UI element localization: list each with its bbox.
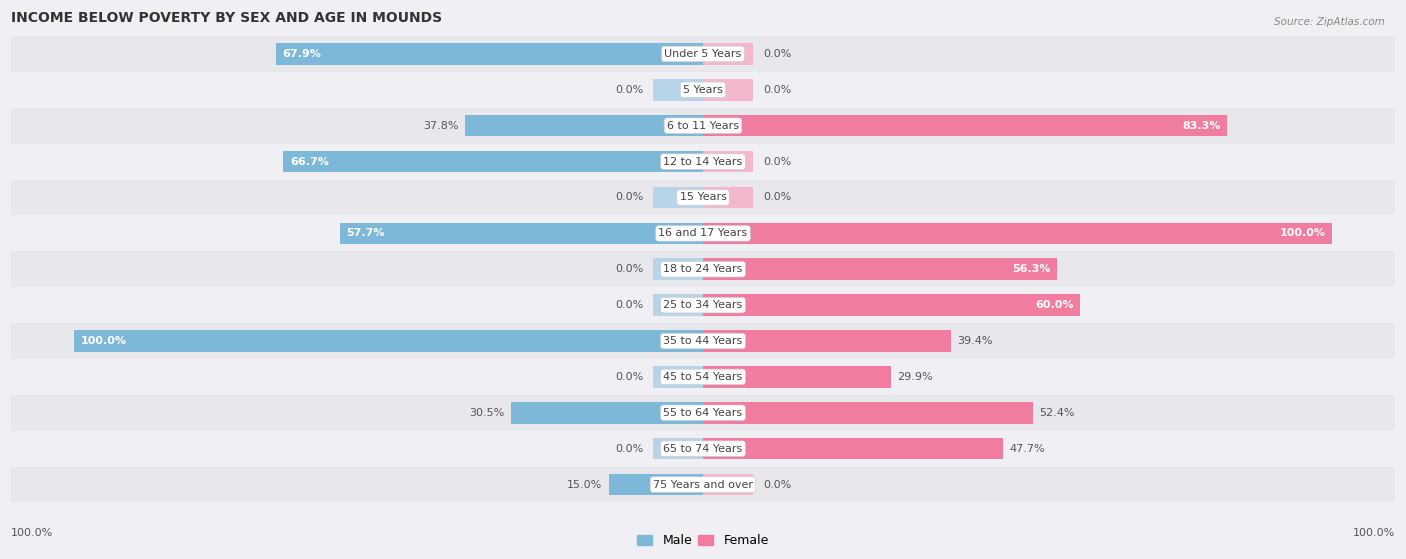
Text: 15 Years: 15 Years xyxy=(679,192,727,202)
Text: Source: ZipAtlas.com: Source: ZipAtlas.com xyxy=(1274,17,1385,27)
Bar xyxy=(11,215,1395,252)
Text: 52.4%: 52.4% xyxy=(1039,408,1074,418)
Text: 0.0%: 0.0% xyxy=(762,49,792,59)
Bar xyxy=(512,402,703,424)
Bar xyxy=(276,43,703,65)
Bar xyxy=(703,402,1032,424)
Text: 25 to 34 Years: 25 to 34 Years xyxy=(664,300,742,310)
Bar xyxy=(703,295,754,316)
Text: 0.0%: 0.0% xyxy=(614,85,644,95)
Bar xyxy=(703,402,754,424)
Bar xyxy=(703,474,754,495)
Bar xyxy=(652,115,703,136)
Bar xyxy=(703,222,754,244)
Text: 0.0%: 0.0% xyxy=(762,157,792,167)
Text: 0.0%: 0.0% xyxy=(614,192,644,202)
Bar xyxy=(703,115,1227,136)
Text: 100.0%: 100.0% xyxy=(80,336,127,346)
Bar xyxy=(652,366,703,387)
Text: 67.9%: 67.9% xyxy=(283,49,321,59)
Text: 56.3%: 56.3% xyxy=(1012,264,1050,274)
Bar xyxy=(703,366,891,387)
Text: 66.7%: 66.7% xyxy=(290,157,329,167)
Text: 100.0%: 100.0% xyxy=(1353,528,1395,538)
Text: 37.8%: 37.8% xyxy=(423,121,458,131)
Bar xyxy=(703,258,754,280)
Bar xyxy=(609,474,703,495)
Bar xyxy=(703,438,1002,459)
Bar xyxy=(465,115,703,136)
Bar xyxy=(703,438,754,459)
Bar xyxy=(703,366,754,387)
Bar xyxy=(652,295,703,316)
Text: 0.0%: 0.0% xyxy=(762,192,792,202)
Bar xyxy=(652,474,703,495)
Text: 0.0%: 0.0% xyxy=(614,264,644,274)
Bar xyxy=(703,222,1331,244)
Bar xyxy=(652,330,703,352)
Text: 39.4%: 39.4% xyxy=(957,336,993,346)
Text: INCOME BELOW POVERTY BY SEX AND AGE IN MOUNDS: INCOME BELOW POVERTY BY SEX AND AGE IN M… xyxy=(11,11,443,25)
Text: 5 Years: 5 Years xyxy=(683,85,723,95)
Bar xyxy=(75,330,703,352)
Bar xyxy=(11,36,1395,72)
Bar xyxy=(284,151,703,172)
Bar xyxy=(703,330,950,352)
Bar xyxy=(703,79,754,101)
Bar xyxy=(652,187,703,209)
Text: 65 to 74 Years: 65 to 74 Years xyxy=(664,444,742,454)
Bar xyxy=(11,323,1395,359)
Bar xyxy=(652,222,703,244)
Bar xyxy=(11,252,1395,287)
Text: 12 to 14 Years: 12 to 14 Years xyxy=(664,157,742,167)
Text: 18 to 24 Years: 18 to 24 Years xyxy=(664,264,742,274)
Text: 0.0%: 0.0% xyxy=(614,444,644,454)
Text: Under 5 Years: Under 5 Years xyxy=(665,49,741,59)
Bar xyxy=(703,330,754,352)
Bar xyxy=(652,438,703,459)
Bar xyxy=(11,179,1395,215)
Text: 35 to 44 Years: 35 to 44 Years xyxy=(664,336,742,346)
Text: 57.7%: 57.7% xyxy=(346,229,385,238)
Bar xyxy=(652,402,703,424)
Bar xyxy=(11,431,1395,467)
Bar xyxy=(703,295,1080,316)
Text: 29.9%: 29.9% xyxy=(897,372,934,382)
Legend: Male, Female: Male, Female xyxy=(633,529,773,552)
Text: 60.0%: 60.0% xyxy=(1036,300,1074,310)
Bar xyxy=(652,79,703,101)
Text: 15.0%: 15.0% xyxy=(567,480,602,490)
Text: 100.0%: 100.0% xyxy=(1279,229,1326,238)
Text: 75 Years and over: 75 Years and over xyxy=(652,480,754,490)
Bar xyxy=(652,151,703,172)
Text: 45 to 54 Years: 45 to 54 Years xyxy=(664,372,742,382)
Bar xyxy=(703,258,1057,280)
Bar xyxy=(11,144,1395,179)
Bar xyxy=(652,43,703,65)
Text: 30.5%: 30.5% xyxy=(470,408,505,418)
Text: 55 to 64 Years: 55 to 64 Years xyxy=(664,408,742,418)
Text: 83.3%: 83.3% xyxy=(1182,121,1220,131)
Text: 0.0%: 0.0% xyxy=(614,300,644,310)
Text: 6 to 11 Years: 6 to 11 Years xyxy=(666,121,740,131)
Bar xyxy=(703,187,754,209)
Bar xyxy=(703,151,754,172)
Text: 0.0%: 0.0% xyxy=(762,480,792,490)
Bar xyxy=(340,222,703,244)
Bar xyxy=(11,72,1395,108)
Bar xyxy=(703,43,754,65)
Bar xyxy=(11,395,1395,431)
Bar xyxy=(11,287,1395,323)
Text: 0.0%: 0.0% xyxy=(614,372,644,382)
Bar xyxy=(11,467,1395,503)
Bar xyxy=(703,115,754,136)
Text: 47.7%: 47.7% xyxy=(1010,444,1045,454)
Bar xyxy=(652,258,703,280)
Bar xyxy=(11,108,1395,144)
Text: 0.0%: 0.0% xyxy=(762,85,792,95)
Text: 16 and 17 Years: 16 and 17 Years xyxy=(658,229,748,238)
Text: 100.0%: 100.0% xyxy=(11,528,53,538)
Bar xyxy=(11,359,1395,395)
